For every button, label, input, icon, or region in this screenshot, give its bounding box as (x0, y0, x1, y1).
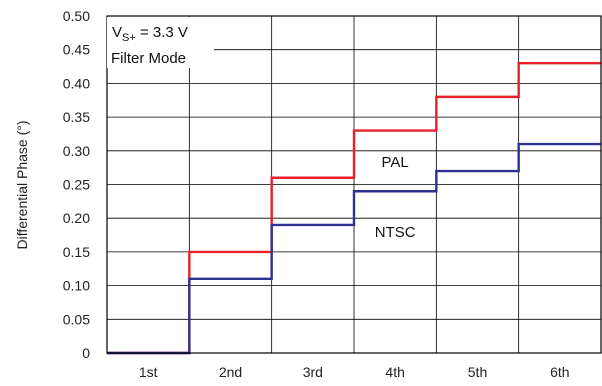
plot-frame (106, 15, 602, 354)
x-tick-label: 4th (385, 364, 404, 380)
y-tick-label: 0.25 (63, 177, 90, 193)
y-tick-label: 0.05 (63, 311, 90, 327)
condition-box (107, 17, 214, 68)
y-tick-label: 0.40 (63, 75, 90, 91)
series-label-pal: PAL (382, 154, 409, 171)
series-line-pal (107, 61, 601, 355)
x-tick-labels: 1st 2nd 3rd 4th 5th 6th (139, 364, 570, 380)
y-tick-label: 0.30 (63, 143, 90, 159)
y-axis-title: Differential Phase (°) (14, 120, 30, 249)
supply-voltage-label: VS+ = 3.3 V (112, 24, 188, 44)
x-tick-label: 6th (550, 364, 569, 380)
y-tick-label: 0.50 (63, 8, 90, 24)
y-tick-label: 0.45 (63, 42, 90, 58)
y-tick-label: 0 (82, 345, 90, 361)
supply-voltage-main: V (112, 24, 122, 41)
x-tick-label: 1st (139, 364, 158, 380)
y-tick-label: 0.15 (63, 244, 90, 260)
y-tick-label: 0.35 (63, 109, 90, 125)
series-line-ntsc (107, 142, 601, 355)
supply-voltage-subscript: S+ (122, 32, 136, 44)
series-label-ntsc: NTSC (375, 224, 416, 241)
y-tick-label: 0.20 (63, 210, 90, 226)
supply-voltage-value: = 3.3 V (136, 24, 188, 41)
y-tick-label: 0.10 (63, 278, 90, 294)
x-tick-label: 2nd (219, 364, 242, 380)
series-lines (107, 61, 601, 355)
y-tick-labels: 0 0.05 0.10 0.15 0.20 0.25 0.30 0.35 0.40 0.45 0.5… (63, 8, 90, 361)
filter-mode-label: Filter Mode (111, 50, 186, 67)
x-tick-label: 3rd (303, 364, 323, 380)
x-tick-label: 5th (468, 364, 487, 380)
